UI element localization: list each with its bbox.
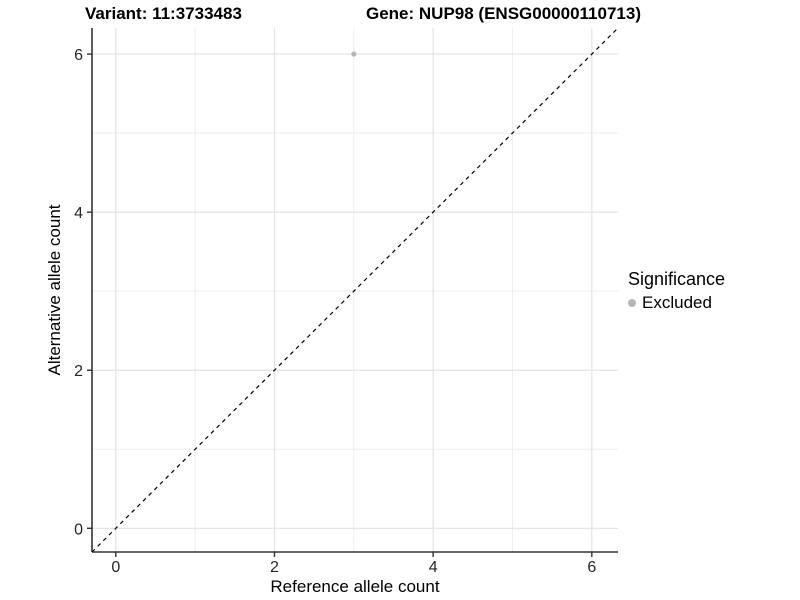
legend-item-label: Excluded [642, 293, 712, 312]
x-tick-label: 4 [429, 559, 438, 576]
legend: Significance Excluded [628, 269, 725, 313]
x-axis-title: Reference allele count [270, 577, 440, 596]
x-tick-label: 0 [111, 559, 120, 576]
variant-title: Variant: 11:3733483 [85, 4, 242, 23]
gene-title: Gene: NUP98 (ENSG00000110713) [366, 4, 641, 23]
legend-point-icon [628, 299, 636, 307]
x-tick-label: 6 [587, 559, 596, 576]
legend-title: Significance [628, 269, 726, 289]
x-tick-label: 2 [270, 559, 279, 576]
data-point [351, 51, 357, 57]
y-tick-label: 2 [74, 363, 83, 380]
y-tick-label: 4 [74, 205, 83, 222]
y-tick-label: 0 [74, 521, 83, 538]
legend-item-excluded: Excluded [628, 293, 725, 313]
identity-reference-line [91, 27, 619, 553]
y-tick-label: 6 [74, 47, 83, 64]
